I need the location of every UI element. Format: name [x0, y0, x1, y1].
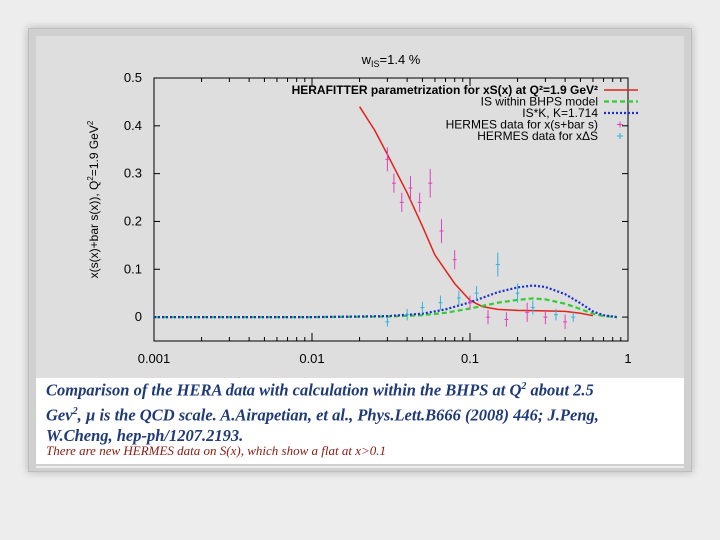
chart-panel: wIS=1.4 % 0 0.1 0.2 0.3 0.4 0.5 0.001 0.01 0.1 1 x(…: [36, 36, 684, 378]
x-tick-label: 1: [624, 351, 631, 366]
figure-caption: Comparison of the HERA data with calcula…: [46, 376, 676, 446]
series-line: [154, 284, 617, 319]
series-line: [154, 297, 617, 319]
x-tick-label: 0.001: [138, 351, 171, 366]
y-axis-label: x(s(x)+bar s(x)), Q2=1.9 GeV2: [86, 120, 101, 278]
legend-label: IS within BHPS model: [481, 95, 598, 109]
caption-line1-a: Comparison of the HERA data with calcula…: [46, 380, 522, 400]
y-tick-label: 0.4: [124, 118, 142, 133]
y-tick-label: 0.2: [124, 213, 142, 228]
plot-frame: [153, 77, 629, 342]
legend-label: HERMES data for xΔS: [477, 129, 598, 143]
legend-label: HERAFITTER parametrization for xS(x) at …: [292, 83, 598, 97]
chart-title: wIS=1.4 %: [361, 52, 421, 69]
divider: [36, 466, 684, 468]
y-tick-label: 0: [135, 309, 142, 324]
caption-line2-a: Gev: [46, 405, 73, 424]
y-tick-label: 0.5: [124, 70, 142, 85]
y-tick-label: 0.3: [124, 166, 142, 181]
note-text: There are new HERMES data on S(x), which…: [46, 443, 386, 458]
caption-line1-b: about 2.5: [526, 380, 594, 400]
legend-label: IS*K, K=1.714: [522, 106, 598, 120]
chart-svg: wIS=1.4 % 0 0.1 0.2 0.3 0.4 0.5 0.001 0.01 0.1 1 x(…: [86, 52, 638, 366]
x-tick-label: 0.01: [299, 351, 324, 366]
caption-line2-b: , µ is the QCD scale. A.Airapetian, et a…: [77, 405, 599, 424]
caption-line3: W.Cheng, hep-ph/1207.2193.: [46, 426, 244, 445]
y-tick-label: 0.1: [124, 261, 142, 276]
legend-label: HERMES data for x(s+bar s): [446, 118, 598, 132]
caption-line1-sup: 2: [521, 381, 527, 392]
x-tick-label: 0.1: [461, 351, 479, 366]
caption-line2-sup: 2: [72, 405, 78, 417]
